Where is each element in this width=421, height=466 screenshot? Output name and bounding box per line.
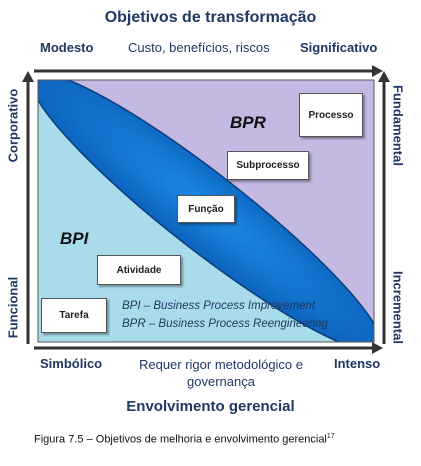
left-axis-top-label: Corporativo (5, 88, 21, 163)
top-axis-right-label: Significativo (300, 40, 378, 55)
bottom-axis-left-label: Simbólico (40, 356, 103, 371)
right-axis-top-label: Fundamental (390, 85, 406, 166)
figure-caption: Figura 7.5 – Objetivos de melhoria e env… (34, 433, 335, 446)
top-axis-middle-label: Custo, benefícios, riscos (128, 40, 270, 55)
funcao-box: Função (177, 195, 235, 223)
bottom-title: Envolvimento gerencial (126, 398, 295, 415)
top-axis-left-label: Modesto (40, 40, 94, 55)
figure-caption-footnote: 17 (326, 433, 335, 440)
right-axis-bottom-label: Incremental (390, 271, 406, 344)
subprocesso-box: Subprocesso (227, 151, 309, 180)
bpr-region-label: BPR (230, 113, 266, 132)
legend-bpi: BPI – Business Process Improvement (122, 300, 316, 312)
left-axis-bottom-label: Funcional (5, 276, 21, 339)
bpi-region-label: BPI (60, 229, 89, 248)
figure-caption-text: Figura 7.5 – Objetivos de melhoria e env… (34, 433, 327, 446)
bottom-axis-middle-label: Requer rigor metodológico e governança (138, 357, 304, 389)
atividade-box: Atividade (97, 255, 181, 285)
tarefa-box: Tarefa (41, 298, 107, 333)
legend-bpr: BPR – Business Process Reengineering (122, 318, 328, 330)
bottom-axis-right-label: Intenso (334, 356, 381, 371)
top-title: Objetivos de transformação (104, 9, 317, 26)
processo-box: Processo (299, 93, 363, 137)
